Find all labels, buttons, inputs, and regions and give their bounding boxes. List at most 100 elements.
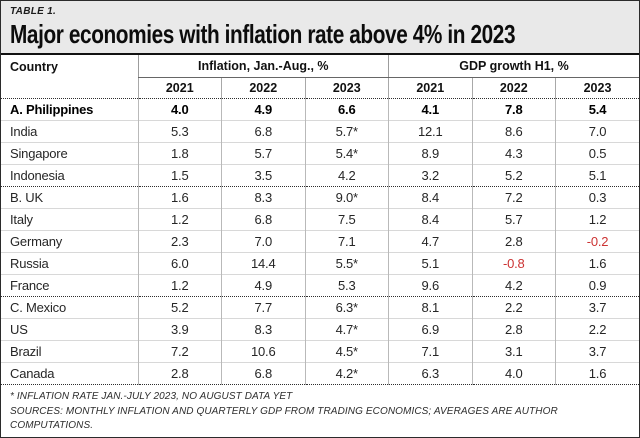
value-cell: 2.3	[137, 230, 222, 253]
value-cell: 3.1	[471, 340, 556, 363]
table-row: Indonesia 1.5 3.5 4.2 3.2 5.2 5.1	[1, 164, 639, 187]
country-cell: C. Mexico	[1, 296, 138, 319]
table-row: Brazil 7.2 10.6 4.5* 7.1 3.1 3.7	[1, 340, 639, 363]
table-row: India 5.3 6.8 5.7* 12.1 8.6 7.0	[1, 120, 639, 143]
value-cell: 14.4	[221, 252, 305, 275]
value-cell: 5.7*	[304, 120, 389, 143]
table-row: Germany 2.3 7.0 7.1 4.7 2.8 -0.2	[1, 230, 639, 253]
value-cell: 3.7	[555, 296, 639, 319]
value-cell: 4.2	[304, 164, 389, 187]
value-cell: 7.2	[137, 340, 222, 363]
country-cell: Brazil	[1, 340, 138, 363]
country-cell: Italy	[1, 208, 138, 231]
table-body: A. Philippines 4.0 4.9 6.6 4.1 7.8 5.4 India 5.3…	[1, 98, 639, 385]
value-cell: 1.5	[137, 164, 222, 187]
country-cell: A. Philippines	[1, 98, 138, 121]
value-cell: 2.8	[137, 362, 222, 385]
column-header-year: 2022	[471, 77, 556, 99]
value-cell: 4.7*	[304, 318, 389, 341]
column-header-year: 2021	[388, 77, 472, 99]
value-cell: 1.6	[555, 252, 639, 275]
title-bar: TABLE 1. Major economies with inflation …	[1, 1, 639, 53]
value-cell: 4.7	[388, 230, 472, 253]
value-cell: 4.9	[221, 274, 305, 297]
column-header-country: Country	[10, 60, 58, 74]
value-cell: 5.3	[137, 120, 222, 143]
column-group-inflation: Inflation, Jan.-Aug., %	[137, 55, 389, 78]
value-cell: 6.6	[304, 98, 389, 121]
value-cell: 7.1	[304, 230, 389, 253]
value-cell: 6.8	[221, 120, 305, 143]
value-cell: 1.6	[555, 362, 639, 385]
value-cell: 8.3	[221, 318, 305, 341]
value-cell: 4.2*	[304, 362, 389, 385]
value-cell: 8.4	[388, 208, 472, 231]
value-cell: 4.5*	[304, 340, 389, 363]
country-cell: France	[1, 274, 138, 297]
value-cell: 7.1	[388, 340, 472, 363]
value-cell: 6.8	[221, 208, 305, 231]
table-header: Country Inflation, Jan.-Aug., % GDP grow…	[1, 55, 639, 99]
table-row: Italy 1.2 6.8 7.5 8.4 5.7 1.2	[1, 208, 639, 231]
value-cell: 6.0	[137, 252, 222, 275]
country-cell: India	[1, 120, 138, 143]
value-cell: -0.2	[555, 230, 639, 253]
value-cell: 6.3	[388, 362, 472, 385]
value-cell: 5.7	[221, 142, 305, 165]
footnote-sources: SOURCES: MONTHLY INFLATION AND QUARTERLY…	[10, 405, 558, 432]
value-cell: 3.5	[221, 164, 305, 187]
value-cell: 8.6	[471, 120, 556, 143]
country-cell: US	[1, 318, 138, 341]
country-cell: Canada	[1, 362, 138, 385]
value-cell: 4.2	[471, 274, 556, 297]
table-row: A. Philippines 4.0 4.9 6.6 4.1 7.8 5.4	[1, 98, 639, 121]
value-cell: 10.6	[221, 340, 305, 363]
value-cell: 5.2	[471, 164, 556, 187]
table-row: C. Mexico 5.2 7.7 6.3* 8.1 2.2 3.7	[1, 296, 639, 319]
value-cell: 12.1	[388, 120, 472, 143]
value-cell: 3.9	[137, 318, 222, 341]
value-cell: 6.3*	[304, 296, 389, 319]
value-cell: 3.2	[388, 164, 472, 187]
country-cell: Russia	[1, 252, 138, 275]
data-table: Country Inflation, Jan.-Aug., % GDP grow…	[1, 55, 639, 385]
table-sheet: Country Inflation, Jan.-Aug., % GDP grow…	[1, 53, 639, 437]
value-cell: 0.5	[555, 142, 639, 165]
value-cell: 1.2	[137, 208, 222, 231]
value-cell: 9.0*	[304, 186, 389, 209]
value-cell: 7.2	[471, 186, 556, 209]
value-cell: 4.3	[471, 142, 556, 165]
value-cell: 8.1	[388, 296, 472, 319]
value-cell: 1.8	[137, 142, 222, 165]
column-group-gdp: GDP growth H1, %	[388, 55, 639, 78]
table-row: Canada 2.8 6.8 4.2* 6.3 4.0 1.6	[1, 362, 639, 385]
value-cell: 8.3	[221, 186, 305, 209]
value-cell: 0.9	[555, 274, 639, 297]
value-cell: 5.1	[555, 164, 639, 187]
header-group-row: Country Inflation, Jan.-Aug., % GDP grow…	[1, 55, 639, 78]
column-header-year: 2022	[221, 77, 305, 99]
value-cell: 2.2	[555, 318, 639, 341]
value-cell: 2.8	[471, 318, 556, 341]
value-cell: -0.8	[471, 252, 556, 275]
value-cell: 7.5	[304, 208, 389, 231]
value-cell: 3.7	[555, 340, 639, 363]
value-cell: 5.4*	[304, 142, 389, 165]
value-cell: 7.0	[221, 230, 305, 253]
value-cell: 4.9	[221, 98, 305, 121]
column-header-year: 2023	[304, 77, 389, 99]
value-cell: 2.2	[471, 296, 556, 319]
table-row: Singapore 1.8 5.7 5.4* 8.9 4.3 0.5	[1, 142, 639, 165]
footnotes: * INFLATION RATE JAN.-JULY 2023, NO AUGU…	[1, 385, 639, 437]
value-cell: 4.0	[471, 362, 556, 385]
page-title: Major economies with inflation rate abov…	[10, 19, 516, 49]
table-row: B. UK 1.6 8.3 9.0* 8.4 7.2 0.3	[1, 186, 639, 209]
footnote-asterisk: * INFLATION RATE JAN.-JULY 2023, NO AUGU…	[10, 391, 293, 402]
column-header-year: 2021	[137, 77, 222, 99]
value-cell: 8.9	[388, 142, 472, 165]
value-cell: 5.2	[137, 296, 222, 319]
value-cell: 7.8	[471, 98, 556, 121]
value-cell: 4.0	[137, 98, 222, 121]
header-year-row: 2021 2022 2023 2021 2022 2023	[1, 77, 639, 99]
table-row: France 1.2 4.9 5.3 9.6 4.2 0.9	[1, 274, 639, 297]
